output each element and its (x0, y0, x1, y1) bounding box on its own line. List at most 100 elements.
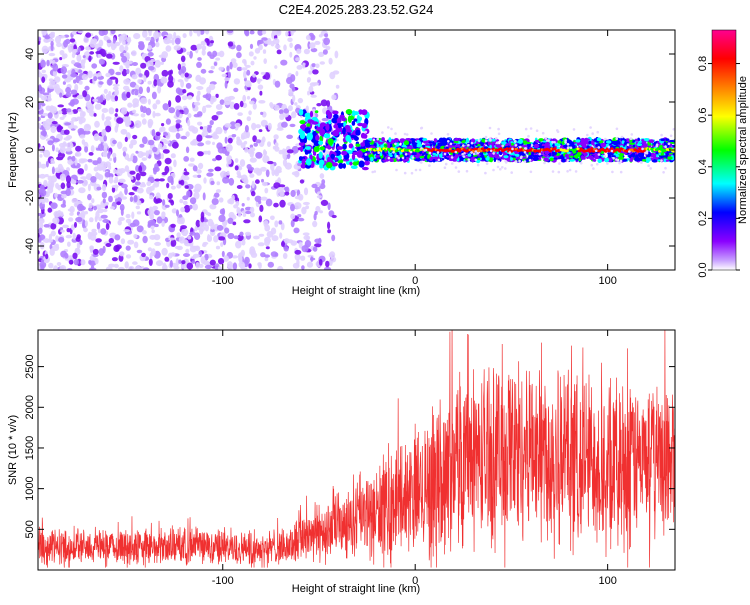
heatmap-cell (162, 262, 167, 269)
heatmap-cell (324, 33, 329, 38)
heatmap-cell (175, 258, 180, 267)
heatmap-cell (51, 121, 58, 125)
heatmap-cell (341, 150, 348, 156)
heatmap-cell (147, 45, 152, 50)
colorbar-gradient (711, 29, 737, 271)
heatmap-cell (121, 93, 128, 101)
heatmap-cell (493, 156, 497, 163)
heatmap-cell (511, 142, 514, 146)
heatmap-cell (274, 80, 281, 88)
heatmap-cell (131, 211, 135, 219)
heatmap-cell (143, 75, 147, 83)
heatmap-cell (71, 117, 78, 122)
heatmap-cell (151, 229, 155, 234)
heatmap-cell (52, 63, 59, 72)
heatmap-cell (320, 99, 328, 107)
y-tick-label: 40 (24, 48, 36, 60)
heatmap-cell (299, 131, 306, 140)
heatmap-cell (51, 175, 57, 183)
heatmap-cell (488, 152, 493, 157)
heatmap-cell (553, 147, 557, 151)
heatmap-cell (287, 37, 293, 43)
heatmap-cell (504, 167, 507, 170)
heatmap-cell (210, 228, 216, 233)
heatmap-cell (105, 116, 112, 121)
heatmap-cell (175, 245, 181, 250)
heatmap-cell (48, 52, 56, 57)
heatmap-cell (479, 149, 483, 153)
heatmap-cell (503, 153, 508, 156)
heatmap-cell (291, 111, 297, 119)
heatmap-cell (417, 141, 422, 146)
heatmap-cell (164, 204, 170, 208)
heatmap-cell (113, 195, 119, 199)
heatmap-cell (255, 179, 260, 184)
heatmap-cell (261, 136, 266, 143)
heatmap-cell (211, 133, 218, 139)
heatmap-cell (370, 156, 374, 162)
heatmap-cell (53, 265, 59, 270)
heatmap-cell (283, 238, 290, 244)
heatmap-cell (504, 159, 507, 163)
heatmap-cell (79, 134, 86, 139)
heatmap-cell (592, 167, 595, 170)
heatmap-cell (484, 155, 487, 158)
heatmap-cell (302, 201, 310, 206)
heatmap-cell (236, 136, 241, 141)
heatmap-cell (223, 255, 229, 262)
heatmap-cell (245, 210, 252, 215)
heatmap-cell (327, 138, 334, 145)
heatmap-cell (318, 34, 323, 38)
heatmap-cell (305, 158, 312, 166)
heatmap-cell (491, 138, 496, 142)
heatmap-cell (303, 48, 310, 55)
heatmap-cell (252, 102, 257, 110)
heatmap-cell (581, 157, 586, 160)
heatmap-cell (653, 157, 659, 160)
heatmap-cell (50, 125, 57, 133)
heatmap-cell (114, 41, 121, 47)
heatmap-cell (97, 143, 104, 152)
heatmap-cell (577, 149, 582, 153)
heatmap-cell (101, 191, 108, 199)
heatmap-cell (451, 162, 454, 165)
heatmap-cell (267, 160, 274, 165)
heatmap-cell (508, 151, 512, 154)
heatmap-cell (108, 195, 113, 203)
heatmap-cell (306, 123, 311, 127)
heatmap-cell (361, 150, 368, 158)
heatmap-cell (644, 151, 647, 155)
heatmap-cell (557, 140, 562, 144)
heatmap-cell (403, 154, 410, 158)
heatmap-cell (446, 153, 449, 157)
heatmap-cell (224, 227, 230, 234)
heatmap-cell (366, 157, 369, 162)
heatmap-cell (172, 141, 179, 149)
heatmap-cell (127, 36, 131, 44)
heatmap-cell (102, 167, 106, 171)
heatmap-cell (353, 118, 358, 122)
heatmap-cell (221, 148, 227, 154)
heatmap-cell (66, 228, 71, 233)
heatmap-cell (78, 187, 86, 194)
heatmap-cell (477, 157, 481, 161)
heatmap-cell (173, 45, 181, 51)
heatmap-cell (604, 157, 610, 163)
heatmap-cell (127, 239, 135, 245)
heatmap-cell (489, 137, 492, 141)
heatmap-cell (133, 241, 139, 249)
heatmap-cell (289, 83, 295, 89)
heatmap-cell (589, 155, 595, 160)
heatmap-cell (292, 94, 296, 103)
heatmap-cell (124, 187, 128, 196)
heatmap-cell (227, 137, 233, 144)
heatmap-cell (312, 220, 318, 228)
heatmap-cell (214, 166, 222, 172)
heatmap-cell (51, 166, 55, 175)
heatmap-cell (240, 142, 246, 149)
heatmap-cell (155, 192, 161, 200)
heatmap-cell (65, 148, 72, 152)
heatmap-cell (282, 153, 287, 160)
heatmap-cell (236, 44, 242, 52)
heatmap-cell (161, 247, 168, 256)
